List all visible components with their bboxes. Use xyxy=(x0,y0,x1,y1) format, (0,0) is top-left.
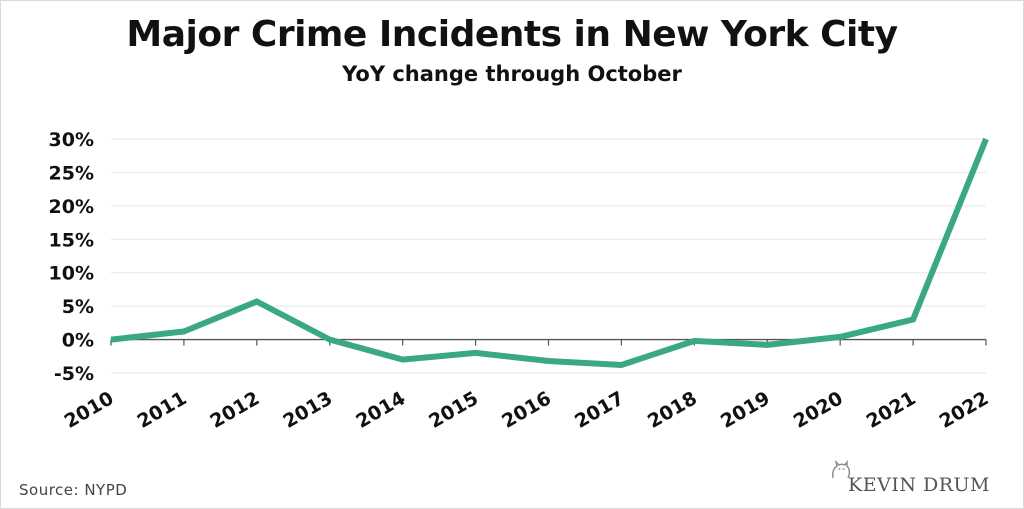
source-note: Source: NYPD xyxy=(19,481,128,499)
y-tick-label: 10% xyxy=(49,263,94,285)
x-tick-label: 2015 xyxy=(425,387,482,432)
y-tick-label: 30% xyxy=(49,129,94,151)
y-tick-label: 20% xyxy=(49,196,94,218)
y-tick-label: 0% xyxy=(62,330,94,352)
x-tick-label: 2019 xyxy=(717,387,774,432)
x-tick-label: 2013 xyxy=(279,387,336,432)
x-tick-label: 2017 xyxy=(571,387,628,432)
x-tick-label: 2016 xyxy=(498,387,555,432)
x-axis xyxy=(110,338,987,346)
x-tick-label: 2022 xyxy=(936,387,993,432)
y-tick-label: 25% xyxy=(49,162,94,184)
x-tick-label: 2010 xyxy=(61,387,118,432)
y-tick-label: -5% xyxy=(54,363,94,385)
x-tick-label: 2014 xyxy=(352,387,409,432)
logo-text: KEVIN DRUM xyxy=(848,474,990,496)
x-tick-label: 2018 xyxy=(644,387,701,432)
x-tick-label: 2011 xyxy=(134,387,191,432)
chart-subtitle: YoY change through October xyxy=(342,62,682,86)
x-tick-label: 2021 xyxy=(863,387,920,432)
cat-logo-icon xyxy=(832,460,851,479)
gridlines xyxy=(111,138,986,374)
y-axis-tick-labels: -5% 0% 5% 10% 15% 20% 25% 30% xyxy=(49,129,94,385)
y-tick-label: 15% xyxy=(49,229,94,251)
series-layer xyxy=(110,137,989,369)
x-tick-label: 2012 xyxy=(207,387,264,432)
x-tick-label: 2020 xyxy=(790,387,847,432)
chart-title: Major Crime Incidents in New York City xyxy=(126,14,898,55)
brand-logo: KEVIN DRUM xyxy=(832,460,990,496)
x-axis-tick-labels: 2010 2011 2012 2013 2014 2015 2016 2017 2018 2019… xyxy=(61,387,993,432)
y-tick-label: 5% xyxy=(62,296,94,318)
